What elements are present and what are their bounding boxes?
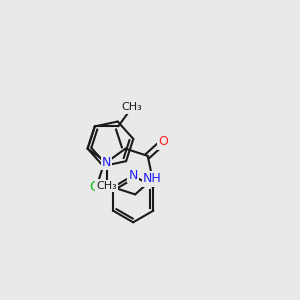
Text: N: N [102,156,111,169]
Text: CH₃: CH₃ [96,181,117,191]
Text: N: N [128,169,138,182]
Text: O: O [158,135,168,148]
Text: CH₃: CH₃ [122,103,142,112]
Text: NH: NH [143,172,162,185]
Text: Cl: Cl [89,180,103,194]
